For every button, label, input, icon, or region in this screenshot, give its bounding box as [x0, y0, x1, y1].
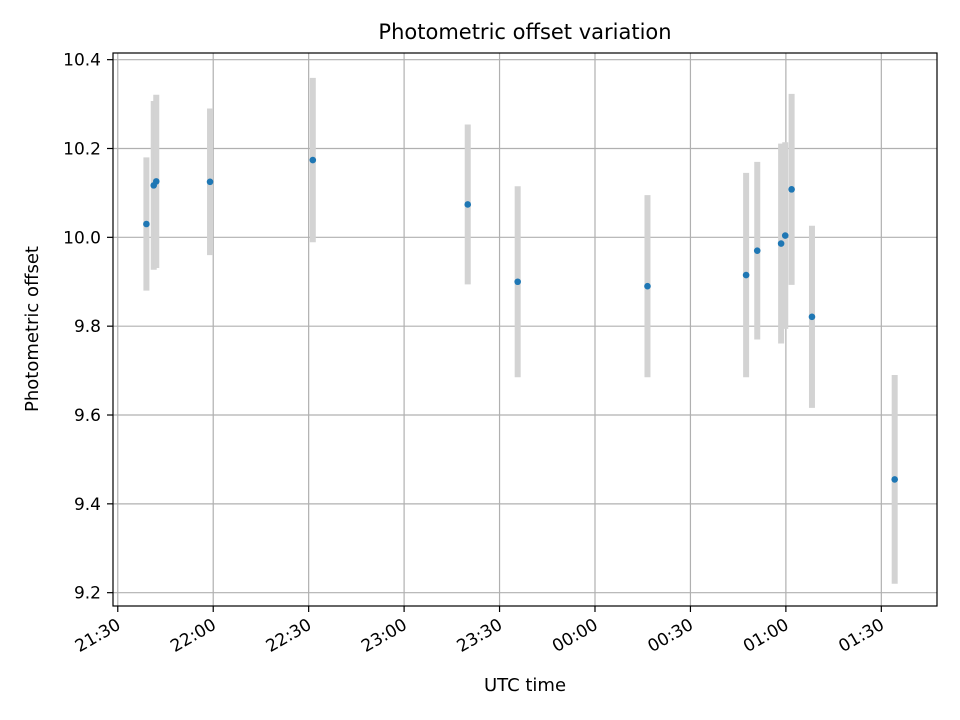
y-tick-label: 10.0: [63, 228, 101, 248]
data-point: [891, 476, 898, 483]
data-point: [777, 240, 785, 247]
x-tick-label: 22:00: [167, 615, 219, 657]
data-point: [309, 156, 317, 164]
data-point: [152, 178, 160, 185]
x-axis-label: UTC time: [484, 675, 566, 696]
y-tick-label: 10.4: [63, 51, 101, 71]
y-tick-label: 9.8: [74, 317, 101, 337]
grid: [113, 53, 937, 606]
data-point: [781, 232, 789, 239]
data-point: [742, 271, 750, 279]
data-point: [788, 186, 795, 193]
y-tick-label: 10.2: [63, 139, 101, 159]
x-tick-label: 21:30: [72, 615, 124, 657]
x-tick-label: 23:30: [454, 615, 506, 657]
data-point: [644, 282, 651, 290]
chart-title: Photometric offset variation: [378, 20, 671, 44]
y-axis-label: Photometric offset: [22, 246, 43, 412]
x-tick-label: 01:30: [835, 615, 887, 657]
data-point: [753, 247, 761, 254]
x-tick-label: 22:30: [263, 615, 315, 657]
y-tick-label: 9.4: [74, 495, 101, 515]
data-point: [808, 313, 816, 321]
x-tick-label: 01:00: [740, 615, 792, 657]
plot-frame: [112, 52, 938, 607]
data-point: [514, 278, 521, 286]
x-axis: 21:30 22:00 22:30 23:00 23:30 00:00 00:30 01:00…: [72, 606, 888, 657]
data-point: [464, 201, 472, 208]
data-point: [143, 220, 150, 228]
x-tick-label: 23:00: [358, 615, 410, 657]
error-bars: [143, 77, 898, 584]
data-point: [206, 178, 214, 186]
y-axis: 9.2 9.4 9.6 9.8 10.0 10.2 10.4: [63, 51, 113, 604]
x-tick-label: 00:00: [549, 615, 601, 657]
y-tick-label: 9.2: [74, 584, 101, 604]
x-tick-label: 00:30: [645, 615, 697, 657]
y-tick-label: 9.6: [74, 406, 101, 426]
data-points: [143, 156, 898, 483]
